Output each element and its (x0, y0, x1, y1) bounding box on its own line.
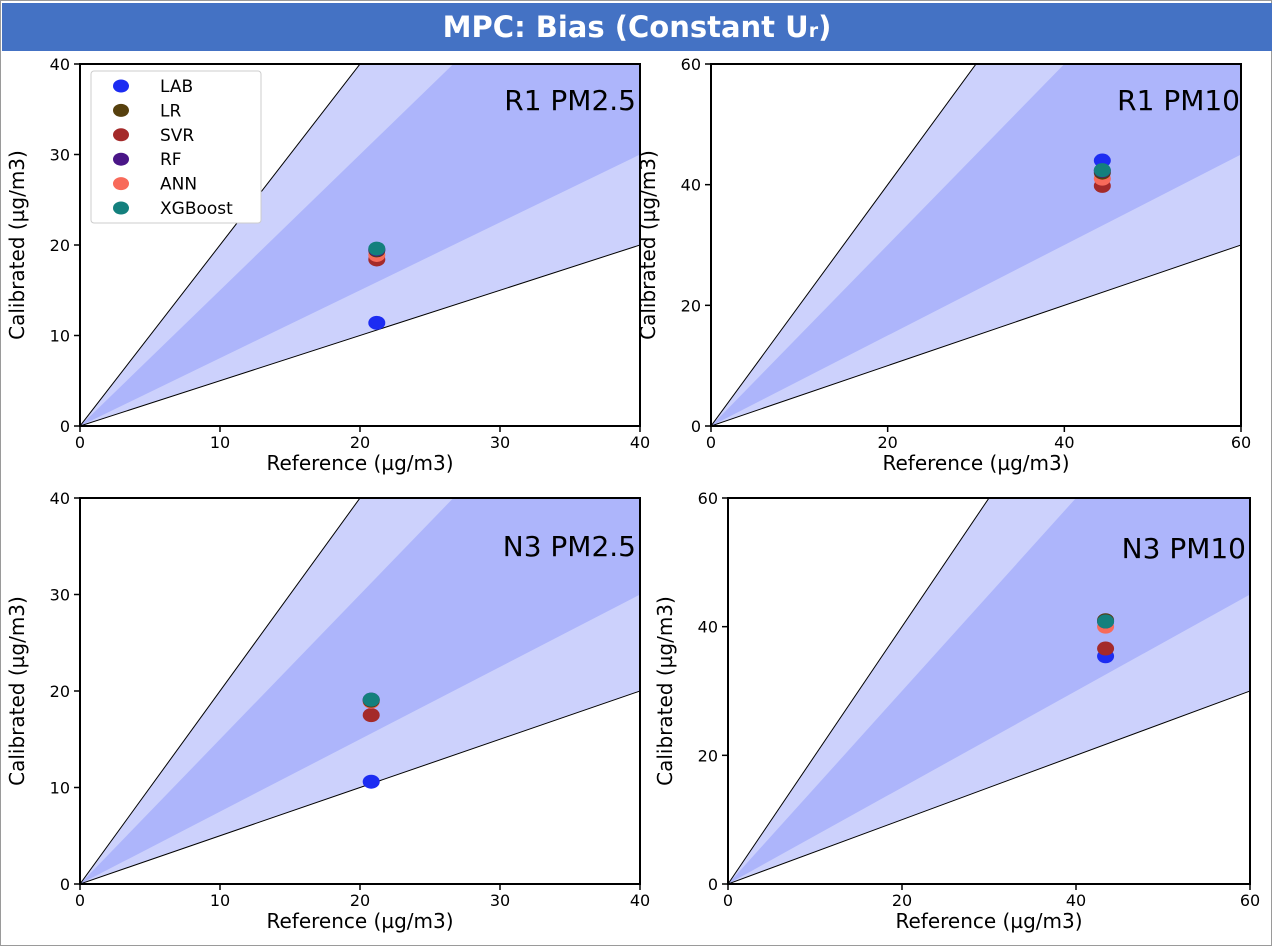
y-axis-label: Calibrated (µg/m3) (653, 596, 677, 786)
inner-band (80, 64, 640, 426)
lower-bound-line (728, 690, 1250, 884)
x-tick-label: 0 (75, 891, 85, 910)
x-tick-label: 40 (1054, 433, 1074, 452)
chart-panel-2: 0 20 40 60 0 20 40 60 Reference (µg/m3) Calibrate… (636, 55, 1251, 475)
data-point-lab (1093, 153, 1111, 168)
x-tick-label: 40 (630, 891, 650, 910)
plot-frame (710, 63, 1242, 427)
slide-title-main: MPC: Bias (Constant U (442, 10, 809, 44)
x-tick-label: 30 (490, 433, 510, 452)
x-tick-label: 40 (1066, 891, 1086, 910)
bias-bands (80, 64, 640, 426)
panel-label: R1 PM2.5 (504, 84, 636, 117)
inner-band (80, 498, 640, 884)
data-point-xgboost (368, 241, 386, 256)
lower-bound-line (80, 690, 640, 884)
panel-label: N3 PM2.5 (503, 530, 636, 563)
legend-label-lr: LR (160, 101, 181, 121)
bias-bands (728, 498, 1250, 884)
y-tick-label: 10 (50, 779, 70, 798)
legend-box (90, 70, 262, 224)
legend-marker-svr (113, 128, 129, 142)
slide-title-subscript: r (808, 20, 819, 42)
panel-label: N3 PM10 (1122, 532, 1246, 565)
y-tick-label: 60 (698, 489, 718, 508)
x-tick-label: 30 (490, 891, 510, 910)
y-tick-label: 60 (681, 55, 701, 74)
x-tick-label: 60 (1231, 433, 1251, 452)
legend-marker-ann (113, 177, 129, 191)
slide-title-end: ) (818, 10, 832, 44)
legend-label-ann: ANN (160, 175, 197, 195)
data-point-xgboost (362, 692, 380, 707)
legend-marker-xgboost (113, 201, 129, 215)
y-tick-label: 20 (50, 236, 70, 255)
x-axis-label: Reference (µg/m3) (266, 909, 453, 933)
data-point-svr (1097, 641, 1115, 656)
lower-bound-line (80, 244, 640, 426)
legend-label-lab: LAB (160, 77, 193, 97)
y-tick-label: 40 (698, 618, 718, 637)
data-point-xgboost (1093, 163, 1111, 178)
y-tick-label: 20 (681, 296, 701, 315)
legend-label-xgboost: XGBoost (160, 199, 233, 219)
data-point-xgboost (1097, 614, 1115, 629)
y-axis-label: Calibrated (µg/m3) (5, 150, 29, 340)
y-tick-label: 40 (50, 55, 70, 74)
legend-label-rf: RF (160, 150, 182, 170)
x-tick-label: 0 (723, 891, 733, 910)
chart-panel-4: 0 20 40 60 0 20 40 60 Reference (µg/m3) Calibrate… (653, 489, 1260, 933)
x-axis-label: Reference (µg/m3) (266, 451, 453, 475)
y-tick-label: 30 (50, 586, 70, 605)
x-tick-label: 20 (350, 891, 370, 910)
lower-bound-line (711, 244, 1241, 426)
y-tick-label: 20 (698, 746, 718, 765)
legend-label-svr: SVR (160, 126, 194, 146)
x-tick-label: 10 (210, 891, 230, 910)
x-tick-label: 20 (892, 891, 912, 910)
data-point-lab (362, 774, 380, 789)
chart-panel-1: 0 10 20 30 40 0 10 20 30 40 Reference (µg/m3) Calib… (5, 55, 650, 475)
y-tick-label: 20 (50, 682, 70, 701)
chart-panel-3: 0 10 20 30 40 0 10 20 30 40 Reference (µg/m3) Calib… (5, 489, 650, 933)
x-tick-label: 20 (350, 433, 370, 452)
x-axis-label: Reference (µg/m3) (895, 909, 1082, 933)
x-tick-label: 20 (877, 433, 897, 452)
y-tick-label: 0 (708, 875, 718, 894)
x-axis-label: Reference (µg/m3) (882, 451, 1069, 475)
legend-marker-rf (113, 152, 129, 166)
x-tick-label: 60 (1240, 891, 1260, 910)
data-point-svr (362, 708, 380, 723)
y-axis-label: Calibrated (µg/m3) (636, 150, 660, 340)
y-tick-label: 40 (50, 489, 70, 508)
inner-band (711, 64, 1241, 426)
bias-bands (80, 498, 640, 884)
legend-marker-lab (113, 79, 129, 93)
x-tick-label: 0 (706, 433, 716, 452)
x-tick-label: 0 (75, 433, 85, 452)
y-tick-label: 0 (60, 417, 70, 436)
bias-bands (711, 64, 1241, 426)
y-tick-label: 10 (50, 327, 70, 346)
plot-frame (727, 497, 1251, 885)
panel-label: R1 PM10 (1117, 84, 1240, 117)
y-tick-label: 40 (681, 176, 701, 195)
y-tick-label: 0 (60, 875, 70, 894)
legend: LAB LR SVR RF ANN XGBoost (90, 70, 262, 224)
inner-band (728, 498, 1250, 884)
legend-marker-lr (113, 103, 129, 117)
y-tick-label: 0 (691, 417, 701, 436)
x-tick-label: 40 (630, 433, 650, 452)
data-point-lab (368, 315, 386, 330)
y-axis-label: Calibrated (µg/m3) (5, 596, 29, 786)
y-tick-label: 30 (50, 146, 70, 165)
x-tick-label: 10 (210, 433, 230, 452)
